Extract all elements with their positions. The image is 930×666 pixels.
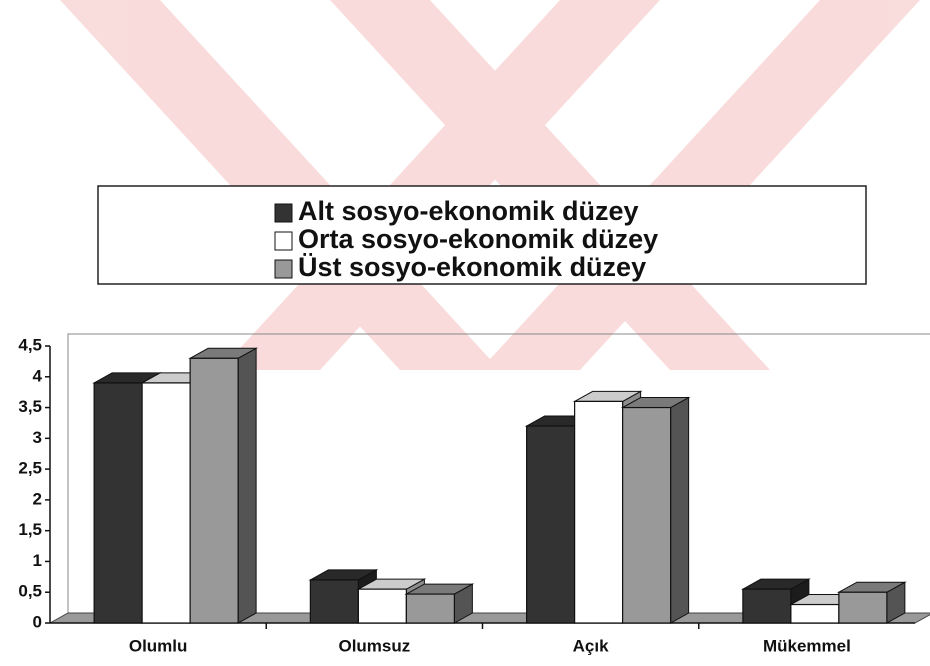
y-tick-label: 0,5: [18, 582, 42, 601]
y-tick-label: 4,5: [18, 335, 42, 354]
y-tick-label: 4: [33, 366, 43, 385]
legend-swatch: [274, 259, 293, 279]
bar: [405, 593, 455, 624]
bar: [790, 603, 840, 624]
legend-swatch: [274, 203, 293, 223]
legend-box: [97, 185, 867, 285]
bar: [357, 588, 407, 624]
legend-swatch: [274, 231, 293, 251]
bar: [574, 400, 624, 624]
y-tick-label: 0: [33, 612, 42, 631]
y-tick-label: 1,5: [18, 520, 42, 539]
x-tick-label: Açık: [573, 636, 609, 655]
bar: [622, 406, 672, 624]
plot-area: 0 0,5 1 1,5 2 2,5 3 3,5 4 4,5 Olumlu Olumsuz Açık Mük…: [18, 333, 930, 655]
y-tick-label: 1: [33, 551, 42, 570]
legend-label: Üst sosyo-ekonomik düzey: [298, 252, 646, 282]
bar: [526, 425, 576, 624]
bar: [93, 382, 143, 624]
x-tick-label: Mükemmel: [763, 636, 851, 655]
bar: [838, 591, 888, 624]
bar-side: [237, 347, 257, 624]
bar: [742, 588, 792, 624]
watermark: [60, 0, 920, 370]
y-tick-label: 3: [33, 428, 42, 447]
back-wall: [67, 333, 930, 613]
x-tick-label: Olumsuz: [338, 636, 410, 655]
legend-label: Orta sosyo-ekonomik düzey: [298, 224, 658, 254]
bar: [309, 579, 359, 624]
y-tick-label: 2: [33, 489, 42, 508]
bar-side: [670, 396, 690, 624]
bar: [189, 357, 239, 624]
y-tick-label: 3,5: [18, 397, 42, 416]
y-tick-label: 2,5: [18, 459, 42, 478]
bar: [141, 382, 191, 624]
legend-label: Alt sosyo-ekonomik düzey: [298, 196, 639, 226]
x-tick-label: Olumlu: [129, 636, 188, 655]
